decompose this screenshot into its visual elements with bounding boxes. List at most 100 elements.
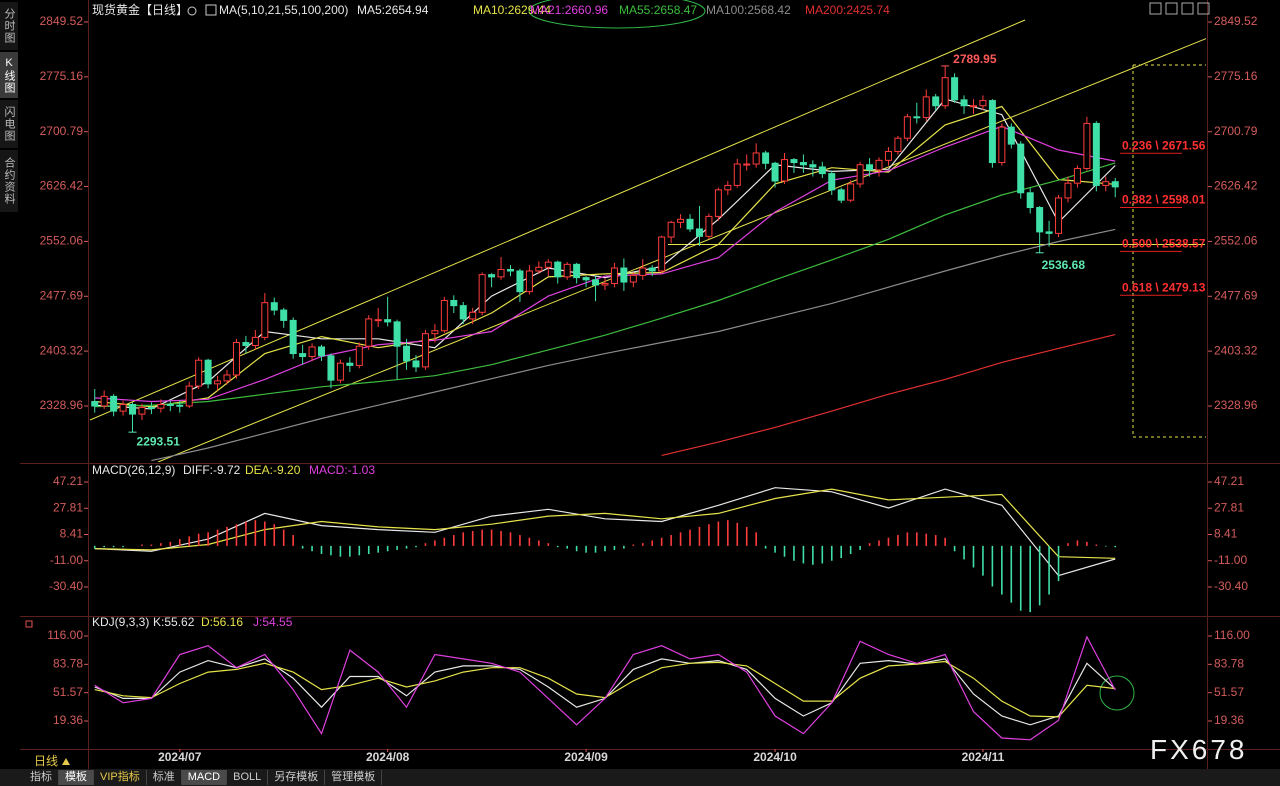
tab[interactable]: 模板 xyxy=(59,770,94,785)
y-tick-label: 116.00 xyxy=(1214,628,1250,642)
candle-body xyxy=(1092,122,1100,186)
y-tick-label: 2477.69 xyxy=(1214,288,1258,302)
candle-body xyxy=(544,261,552,268)
ma-icon[interactable] xyxy=(205,4,217,16)
trendlines xyxy=(89,19,1206,462)
line xyxy=(661,334,1116,456)
candle-body xyxy=(478,274,486,313)
tab[interactable]: VIP指标 xyxy=(94,770,147,785)
candle-body xyxy=(459,305,467,320)
legend-value: 2658.47 xyxy=(654,3,698,17)
candle-body xyxy=(818,166,826,175)
candle-body xyxy=(743,163,751,166)
plot-area xyxy=(93,487,1117,613)
chart: 2849.52 2849.52 2775.16 2775.16 2700.79 2700.… xyxy=(20,0,1280,769)
kdj-icon[interactable] xyxy=(25,620,33,628)
legend-value: -9.72 xyxy=(213,463,241,477)
candle-body xyxy=(875,159,883,171)
candle-body xyxy=(242,342,250,346)
candle-body xyxy=(771,162,779,182)
legend-value: 2654.94 xyxy=(385,3,429,17)
candle-body xyxy=(488,274,496,278)
tab[interactable]: 标准 xyxy=(147,770,182,785)
candle-body xyxy=(535,266,543,272)
legend-entry: DEA:-9.20 xyxy=(245,463,301,477)
candle-body xyxy=(138,406,146,415)
legend-entry: DIFF:-9.72 xyxy=(183,463,241,477)
candle-body xyxy=(100,395,108,407)
candle-body xyxy=(261,302,269,338)
y-tick-label: 2403.32 xyxy=(40,343,84,357)
sidebar-tab[interactable]: K线图 xyxy=(0,52,18,98)
sidebar-tab[interactable]: 闪电图 xyxy=(0,100,18,148)
candle-body xyxy=(714,189,722,217)
y-tick-label: 2849.52 xyxy=(40,14,84,28)
candle-body xyxy=(960,99,968,107)
highlight-circle xyxy=(1099,675,1135,711)
candle-body xyxy=(573,263,581,279)
line xyxy=(94,658,1116,726)
y-tick-label: 2775.16 xyxy=(1214,69,1258,83)
legend-name: MACD: xyxy=(309,463,348,477)
legend-name: MA55: xyxy=(619,3,654,17)
candle-body xyxy=(346,362,354,366)
candle-body xyxy=(469,311,477,320)
legend-value: 2660.96 xyxy=(565,3,609,17)
fib-label: 0.382 \ 2598.01 xyxy=(1122,193,1206,207)
y-tick-label: 51.57 xyxy=(1214,685,1244,699)
legend-value: 55.62 xyxy=(164,615,194,629)
candle-body xyxy=(620,267,628,283)
tab[interactable]: 另存模板 xyxy=(268,770,326,785)
period-label[interactable]: 日线 xyxy=(34,754,59,768)
legend-value: 2425.74 xyxy=(846,3,890,17)
legend-entry: MA100:2568.42 xyxy=(706,3,791,17)
period-selector[interactable]: 日线 xyxy=(34,752,71,769)
candle-body xyxy=(280,309,288,321)
panel-frame xyxy=(20,0,1280,769)
tab[interactable]: BOLL xyxy=(227,770,269,785)
x-tick-label: 2024/11 xyxy=(962,750,1005,764)
x-tick-label: 2024/10 xyxy=(753,750,797,764)
add-icon[interactable] xyxy=(187,6,197,16)
tab[interactable]: MACD xyxy=(181,770,228,785)
x-tick-label: 2024/08 xyxy=(366,750,410,764)
sidebar-tab[interactable]: 合约资料 xyxy=(0,150,18,212)
candle-body xyxy=(119,403,127,412)
line xyxy=(94,98,1116,410)
sidebar-tab[interactable]: 分时图 xyxy=(0,2,18,50)
legend-entry: MACD:-1.03 xyxy=(309,463,375,477)
y-tick-label: 19.36 xyxy=(1214,713,1244,727)
legend-name: MA5: xyxy=(357,3,385,17)
candle-body xyxy=(998,126,1006,164)
y-tick-label: -11.00 xyxy=(1214,553,1247,567)
candle-body xyxy=(658,236,666,272)
tab[interactable]: 指标 xyxy=(24,770,59,785)
candle-body xyxy=(762,152,770,164)
candle-body xyxy=(214,380,222,385)
fib-label: 0.618 \ 2479.13 xyxy=(1122,280,1206,294)
candle-body xyxy=(733,163,741,186)
tab[interactable]: 管理模板 xyxy=(325,770,383,785)
line xyxy=(94,162,1116,408)
y-tick-label: 2626.42 xyxy=(40,179,84,193)
extreme-label: 2536.68 xyxy=(1042,258,1086,272)
candle-body xyxy=(1036,207,1044,233)
candle-body xyxy=(856,164,864,185)
y-tick-label: 2775.16 xyxy=(40,69,84,83)
candle-body xyxy=(355,345,363,366)
fib-label: 0.236 \ 2671.56 xyxy=(1122,138,1206,152)
y-tick-label: 8.41 xyxy=(60,527,84,541)
candle-body xyxy=(610,267,618,285)
line xyxy=(94,487,1116,577)
candle-body xyxy=(884,150,892,161)
candle-body xyxy=(1073,167,1081,184)
legend-name: MA10: xyxy=(473,3,508,17)
candle-body xyxy=(988,100,996,164)
y-tick-label: 51.57 xyxy=(53,685,83,699)
legend-entry: MA55:2658.47 xyxy=(619,3,697,17)
legend-entry: J:54.55 xyxy=(253,615,293,629)
period-arrow xyxy=(62,758,71,765)
candle-body xyxy=(516,270,524,293)
window-icons[interactable] xyxy=(1149,2,1210,15)
